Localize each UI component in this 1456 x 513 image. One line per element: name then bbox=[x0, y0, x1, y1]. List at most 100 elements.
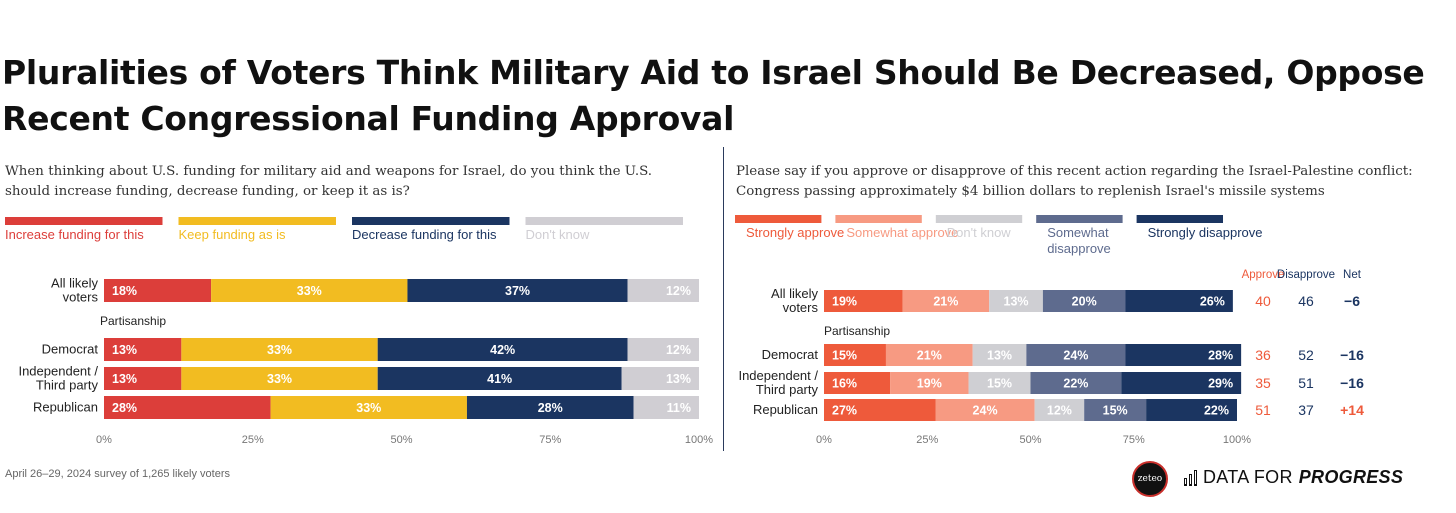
bar-value-label: 37% bbox=[505, 284, 530, 298]
bar-segment bbox=[627, 279, 699, 302]
bar-value-label: 15% bbox=[832, 349, 857, 363]
bar-segment bbox=[968, 372, 1031, 394]
legend-label-2: Decrease funding for this bbox=[352, 227, 497, 242]
bar-segment bbox=[1146, 399, 1237, 421]
x-tick-label: 0% bbox=[96, 434, 112, 446]
bar-value-label: 27% bbox=[832, 404, 857, 418]
bar-segment bbox=[1026, 344, 1126, 366]
x-tick-label: 25% bbox=[916, 434, 938, 446]
bar-segment bbox=[181, 367, 378, 390]
bar-segment bbox=[890, 372, 969, 394]
bar-segment bbox=[377, 338, 628, 361]
bar-chart-icon bbox=[1184, 469, 1197, 486]
page-title: Pluralities of Voters Think Military Aid… bbox=[2, 53, 1425, 138]
bar-value-label: 24% bbox=[1063, 349, 1088, 363]
bar-row-2: Independent /Third party 16% 19% 15% 22% 29% 3… bbox=[738, 368, 1364, 397]
legend-label-3: disapprove bbox=[1047, 241, 1111, 256]
bar-value-label: 13% bbox=[666, 372, 691, 386]
bar-value-label: 21% bbox=[917, 349, 942, 363]
x-tick-label: 25% bbox=[242, 434, 264, 446]
bar-segment bbox=[824, 399, 936, 421]
bar-value-label: 16% bbox=[832, 377, 857, 391]
bar-value-label: 12% bbox=[666, 343, 691, 357]
bar-value-label: 33% bbox=[267, 343, 292, 357]
bar-segment bbox=[407, 279, 628, 302]
right-question: Please say if you approve or disapprove … bbox=[736, 164, 1413, 199]
net-value: −16 bbox=[1340, 347, 1364, 363]
data-for-progress-logo: DATA FOR PROGRESS bbox=[1184, 467, 1403, 488]
bar-segment bbox=[1121, 372, 1242, 394]
bar-segment bbox=[1125, 344, 1242, 366]
bar-value-label: 28% bbox=[112, 401, 137, 415]
row-label: voters bbox=[63, 290, 99, 305]
bar-segment bbox=[824, 290, 903, 312]
bar-value-label: 15% bbox=[987, 377, 1012, 391]
approve-value: 40 bbox=[1255, 293, 1271, 309]
legend-swatch-3 bbox=[525, 217, 683, 225]
row-label: Third party bbox=[756, 382, 819, 397]
bar-value-label: 13% bbox=[112, 343, 137, 357]
x-tick-label: 0% bbox=[816, 434, 832, 446]
legend-swatch-1 bbox=[835, 215, 922, 223]
row-label: Democrat bbox=[762, 347, 819, 362]
bar-value-label: 13% bbox=[1004, 295, 1029, 309]
bar-value-label: 19% bbox=[832, 295, 857, 309]
net-value: +14 bbox=[1340, 402, 1364, 418]
approve-value: 35 bbox=[1255, 375, 1271, 391]
bar-segment bbox=[824, 344, 886, 366]
net-header-0: Approve bbox=[1242, 269, 1285, 281]
bar-segment bbox=[989, 290, 1043, 312]
zeteo-logo: zeteo bbox=[1132, 461, 1168, 497]
row-label: Democrat bbox=[42, 342, 99, 357]
row-label: Third party bbox=[36, 378, 99, 393]
military-aid-chart: Increase funding for this Keep funding as… bbox=[5, 217, 713, 446]
bar-value-label: 20% bbox=[1072, 295, 1097, 309]
bar-value-label: 12% bbox=[666, 284, 691, 298]
legend-swatch-0 bbox=[5, 217, 163, 225]
bar-segment bbox=[104, 279, 212, 302]
bar-segment bbox=[935, 399, 1035, 421]
legend-label-1: Somewhat approve bbox=[846, 225, 958, 240]
row-label: All likely bbox=[51, 276, 98, 291]
bar-value-label: 33% bbox=[356, 401, 381, 415]
dfp-logo-main: DATA FOR bbox=[1203, 467, 1293, 487]
bar-segment bbox=[621, 367, 699, 390]
bar-value-label: 26% bbox=[1200, 295, 1225, 309]
x-tick-label: 75% bbox=[539, 434, 561, 446]
legend-label-1: Keep funding as is bbox=[179, 227, 286, 242]
disapprove-value: 51 bbox=[1298, 375, 1314, 391]
bar-segment bbox=[1034, 399, 1085, 421]
bar-segment bbox=[466, 396, 634, 419]
net-value: −6 bbox=[1344, 293, 1360, 309]
legend-label-3: Don't know bbox=[526, 227, 591, 242]
bar-segment bbox=[1030, 372, 1122, 394]
row-label: All likely bbox=[771, 286, 818, 301]
bar-value-label: 41% bbox=[487, 372, 512, 386]
bar-value-label: 22% bbox=[1204, 404, 1229, 418]
approve-value: 36 bbox=[1255, 347, 1271, 363]
bar-segment bbox=[104, 367, 182, 390]
bar-value-label: 28% bbox=[1208, 349, 1233, 363]
net-header-1: Disapprove bbox=[1277, 269, 1335, 281]
bar-value-label: 12% bbox=[1047, 404, 1072, 418]
dfp-logo-em: PROGRESS bbox=[1298, 467, 1404, 487]
bar-value-label: 13% bbox=[987, 349, 1012, 363]
bar-segment bbox=[627, 338, 699, 361]
bar-segment bbox=[1125, 290, 1233, 312]
group-label: Partisanship bbox=[100, 314, 166, 328]
x-tick-label: 50% bbox=[390, 434, 412, 446]
bar-segment bbox=[181, 338, 378, 361]
disapprove-value: 37 bbox=[1298, 402, 1314, 418]
panel-divider bbox=[723, 147, 724, 451]
net-header-2: Net bbox=[1343, 269, 1362, 281]
x-tick-label: 50% bbox=[1019, 434, 1041, 446]
bar-value-label: 13% bbox=[112, 372, 137, 386]
bar-segment bbox=[824, 372, 891, 394]
legend-swatch-0 bbox=[735, 215, 822, 223]
legend-label-0: Increase funding for this bbox=[5, 227, 144, 242]
bar-segment bbox=[902, 290, 990, 312]
bar-value-label: 24% bbox=[973, 404, 998, 418]
row-label: voters bbox=[783, 300, 819, 315]
